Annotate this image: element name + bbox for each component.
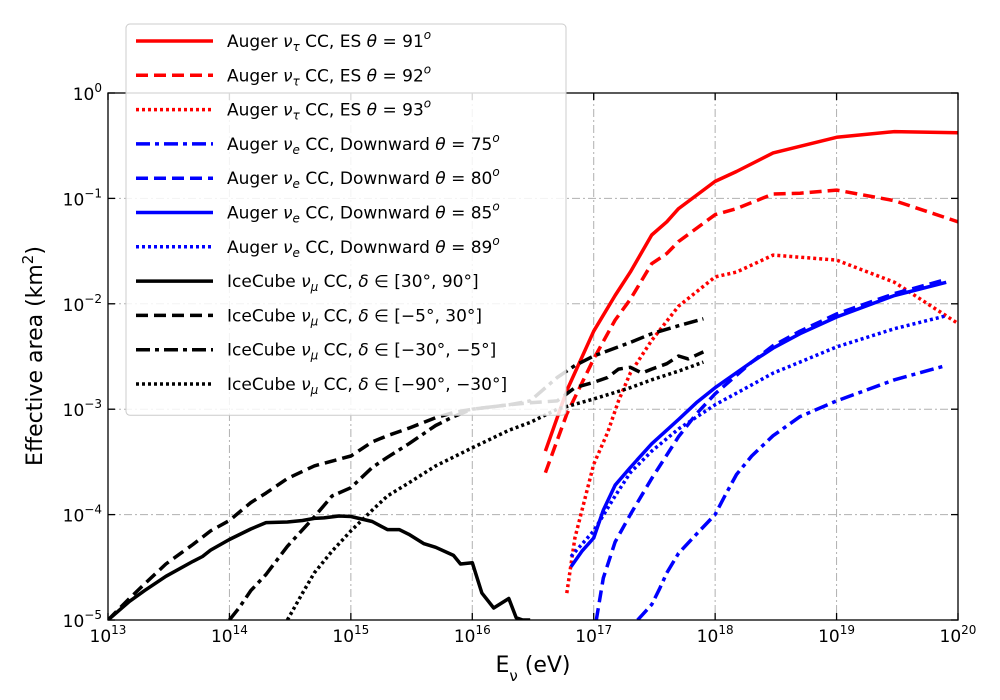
legend-label: IceCube νμ CC, δ ∈ [−30°, −5°] xyxy=(227,341,496,363)
series-line-1 xyxy=(543,129,958,452)
legend-label: IceCube νμ CC, δ ∈ [−90°, −30°] xyxy=(227,375,507,397)
y-tick-label: 10−5 xyxy=(63,608,102,632)
x-tick-label: 1014 xyxy=(211,623,248,647)
x-tick-label: 1019 xyxy=(818,623,855,647)
y-tick-label: 10−2 xyxy=(63,292,102,316)
x-tick-label: 1013 xyxy=(90,623,127,647)
series-line-5 xyxy=(594,277,947,620)
legend-label: IceCube νμ CC, δ ∈ [−5°, 30°] xyxy=(227,306,482,328)
series-line-7 xyxy=(569,314,947,558)
y-tick-label: 10−4 xyxy=(63,503,102,527)
legend-box xyxy=(125,23,567,416)
series-line-10 xyxy=(228,317,704,620)
legend-label: Auger ντ CC, ES θ = 93o xyxy=(227,97,431,123)
x-tick-label: 1018 xyxy=(697,623,734,647)
y-axis-label: Effective area (km2) xyxy=(19,246,48,466)
legend-label: Auger νe CC, Downward θ = 75o xyxy=(227,131,500,157)
x-axis-label: Eν (eV) xyxy=(495,653,570,685)
x-tick-label: 1020 xyxy=(940,623,977,647)
x-tick-label: 1015 xyxy=(332,623,369,647)
ticks: 1013 1014 1015 1016 1017 1018 1019 1020 100 10−1 1… xyxy=(63,81,977,647)
legend-label: IceCube νμ CC, δ ∈ [30°, 90°] xyxy=(227,272,479,294)
legend-label: Auger ντ CC, ES θ = 91o xyxy=(227,28,431,54)
x-tick-label: 1017 xyxy=(575,623,612,647)
legend-label: Auger νe CC, Downward θ = 85o xyxy=(227,200,500,226)
y-tick-label: 100 xyxy=(73,81,102,105)
series-line-8 xyxy=(108,514,531,620)
legend: Auger ντ CC, ES θ = 91o Auger ντ CC, ES θ… xyxy=(125,23,567,416)
series-line-2 xyxy=(543,188,958,474)
y-tick-label: 10−1 xyxy=(63,186,102,210)
y-tick-label: 10−3 xyxy=(63,397,102,421)
x-tick-label: 1016 xyxy=(454,623,491,647)
legend-label: Auger νe CC, Downward θ = 89o xyxy=(227,234,500,260)
series-layer xyxy=(108,129,958,620)
series-line-3 xyxy=(565,253,958,594)
legend-label: Auger νe CC, Downward θ = 80o xyxy=(227,165,500,191)
series-line-4 xyxy=(636,363,947,620)
legend-label: Auger ντ CC, ES θ = 92o xyxy=(227,62,431,88)
